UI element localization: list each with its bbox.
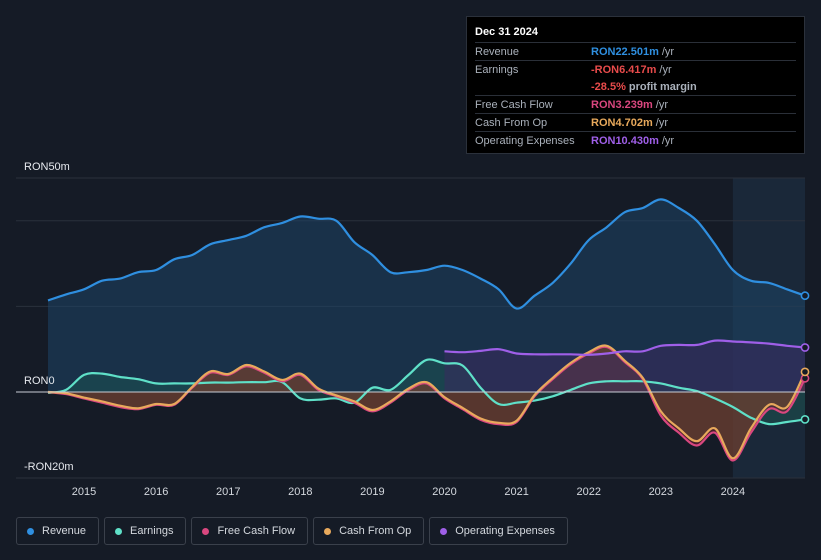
- legend-dot-icon: [27, 527, 34, 535]
- tooltip-unit: /yr: [659, 63, 672, 76]
- tooltip-unit: /yr: [655, 116, 668, 129]
- legend-item-cash-from-op[interactable]: Cash From Op: [313, 517, 425, 545]
- revenue-area: [48, 199, 805, 392]
- tooltip-row-fcf: Free Cash Flow RON3.239m /yr: [475, 95, 796, 113]
- tooltip-date: Dec 31 2024: [475, 26, 538, 38]
- tooltip-unit: /yr: [661, 134, 675, 147]
- legend-item-free-cash-flow[interactable]: Free Cash Flow: [191, 517, 309, 545]
- tooltip-row-revenue: Revenue RON22.501m /yr: [475, 42, 796, 60]
- x-tick-label: 2018: [288, 486, 312, 498]
- legend-dot-icon: [202, 527, 210, 535]
- x-tick-label: 2023: [649, 486, 673, 498]
- operating-expenses-area: [444, 340, 805, 392]
- cash-from-op-line: [47, 344, 806, 460]
- earnings-line: [47, 358, 806, 426]
- revenue-line: [47, 198, 806, 310]
- tooltip-value: RON10.430m: [591, 134, 659, 147]
- tooltip-row-cfo: Cash From Op RON4.702m /yr: [475, 113, 796, 131]
- x-axis-ticks: 2015 2016 2017 2018 2019 2020 2021 2022 2023 2024: [72, 486, 745, 498]
- x-tick-label: 2015: [72, 486, 96, 498]
- legend-label: Free Cash Flow: [217, 525, 296, 537]
- legend-dot-icon: [440, 527, 448, 535]
- cash-from-op-end-dot: [800, 367, 810, 377]
- legend-item-earnings[interactable]: Earnings: [104, 517, 187, 545]
- x-tick-label: 2016: [144, 486, 168, 498]
- x-tick-label: 2017: [216, 486, 240, 498]
- legend: Revenue Earnings Free Cash Flow Cash Fro…: [16, 517, 568, 545]
- end-markers: [800, 291, 810, 424]
- tooltip-label: Cash From Op: [475, 116, 548, 129]
- tooltip-value: RON22.501m: [591, 45, 659, 58]
- legend-label: Revenue: [42, 525, 87, 537]
- y-label-zero: RON0: [24, 375, 55, 387]
- legend-label: Cash From Op: [339, 525, 412, 537]
- tooltip-label: Earnings: [475, 63, 519, 76]
- tooltip-label: Revenue: [475, 45, 520, 58]
- tooltip-row-margin: -28.5% profit margin: [475, 78, 796, 95]
- series-lines: [16, 198, 806, 462]
- legend-dot-icon: [324, 527, 332, 535]
- earnings-end-dot: [800, 414, 810, 424]
- x-tick-label: 2020: [432, 486, 456, 498]
- tooltip-label: Operating Expenses: [475, 134, 575, 147]
- tooltip-unit: /yr: [655, 98, 668, 111]
- tooltip-row-earnings: Earnings -RON6.417m /yr: [475, 60, 796, 78]
- legend-item-revenue[interactable]: Revenue: [16, 517, 100, 545]
- x-tick-label: 2022: [576, 486, 600, 498]
- tooltip-value: RON3.239m: [591, 98, 653, 111]
- tooltip-value: -RON6.417m: [591, 63, 657, 76]
- revenue-end-dot: [800, 291, 810, 301]
- tooltip-value: RON4.702m: [591, 116, 653, 129]
- tooltip-unit: profit margin: [628, 80, 697, 93]
- legend-dot-icon: [115, 527, 123, 535]
- x-tick-label: 2024: [721, 486, 745, 498]
- y-label-bottom: -RON20m: [24, 461, 74, 473]
- x-tick-label: 2021: [504, 486, 528, 498]
- tooltip-value: -28.5%: [591, 80, 626, 93]
- tooltip-row-opex: Operating Expenses RON10.430m /yr: [475, 131, 796, 149]
- legend-label: Earnings: [130, 525, 174, 537]
- y-label-top: RON50m: [24, 161, 70, 173]
- operating-expenses-end-dot: [800, 343, 810, 352]
- legend-item-operating-expenses[interactable]: Operating Expenses: [429, 517, 568, 545]
- x-tick-label: 2019: [360, 486, 384, 498]
- legend-label: Operating Expenses: [455, 525, 555, 537]
- area-fills: [48, 199, 805, 461]
- tooltip-label: Free Cash Flow: [475, 98, 553, 111]
- data-tooltip: Dec 31 2024 Revenue RON22.501m /yr Earni…: [466, 16, 805, 154]
- tooltip-unit: /yr: [661, 45, 675, 58]
- operating-expenses-line: [444, 339, 806, 356]
